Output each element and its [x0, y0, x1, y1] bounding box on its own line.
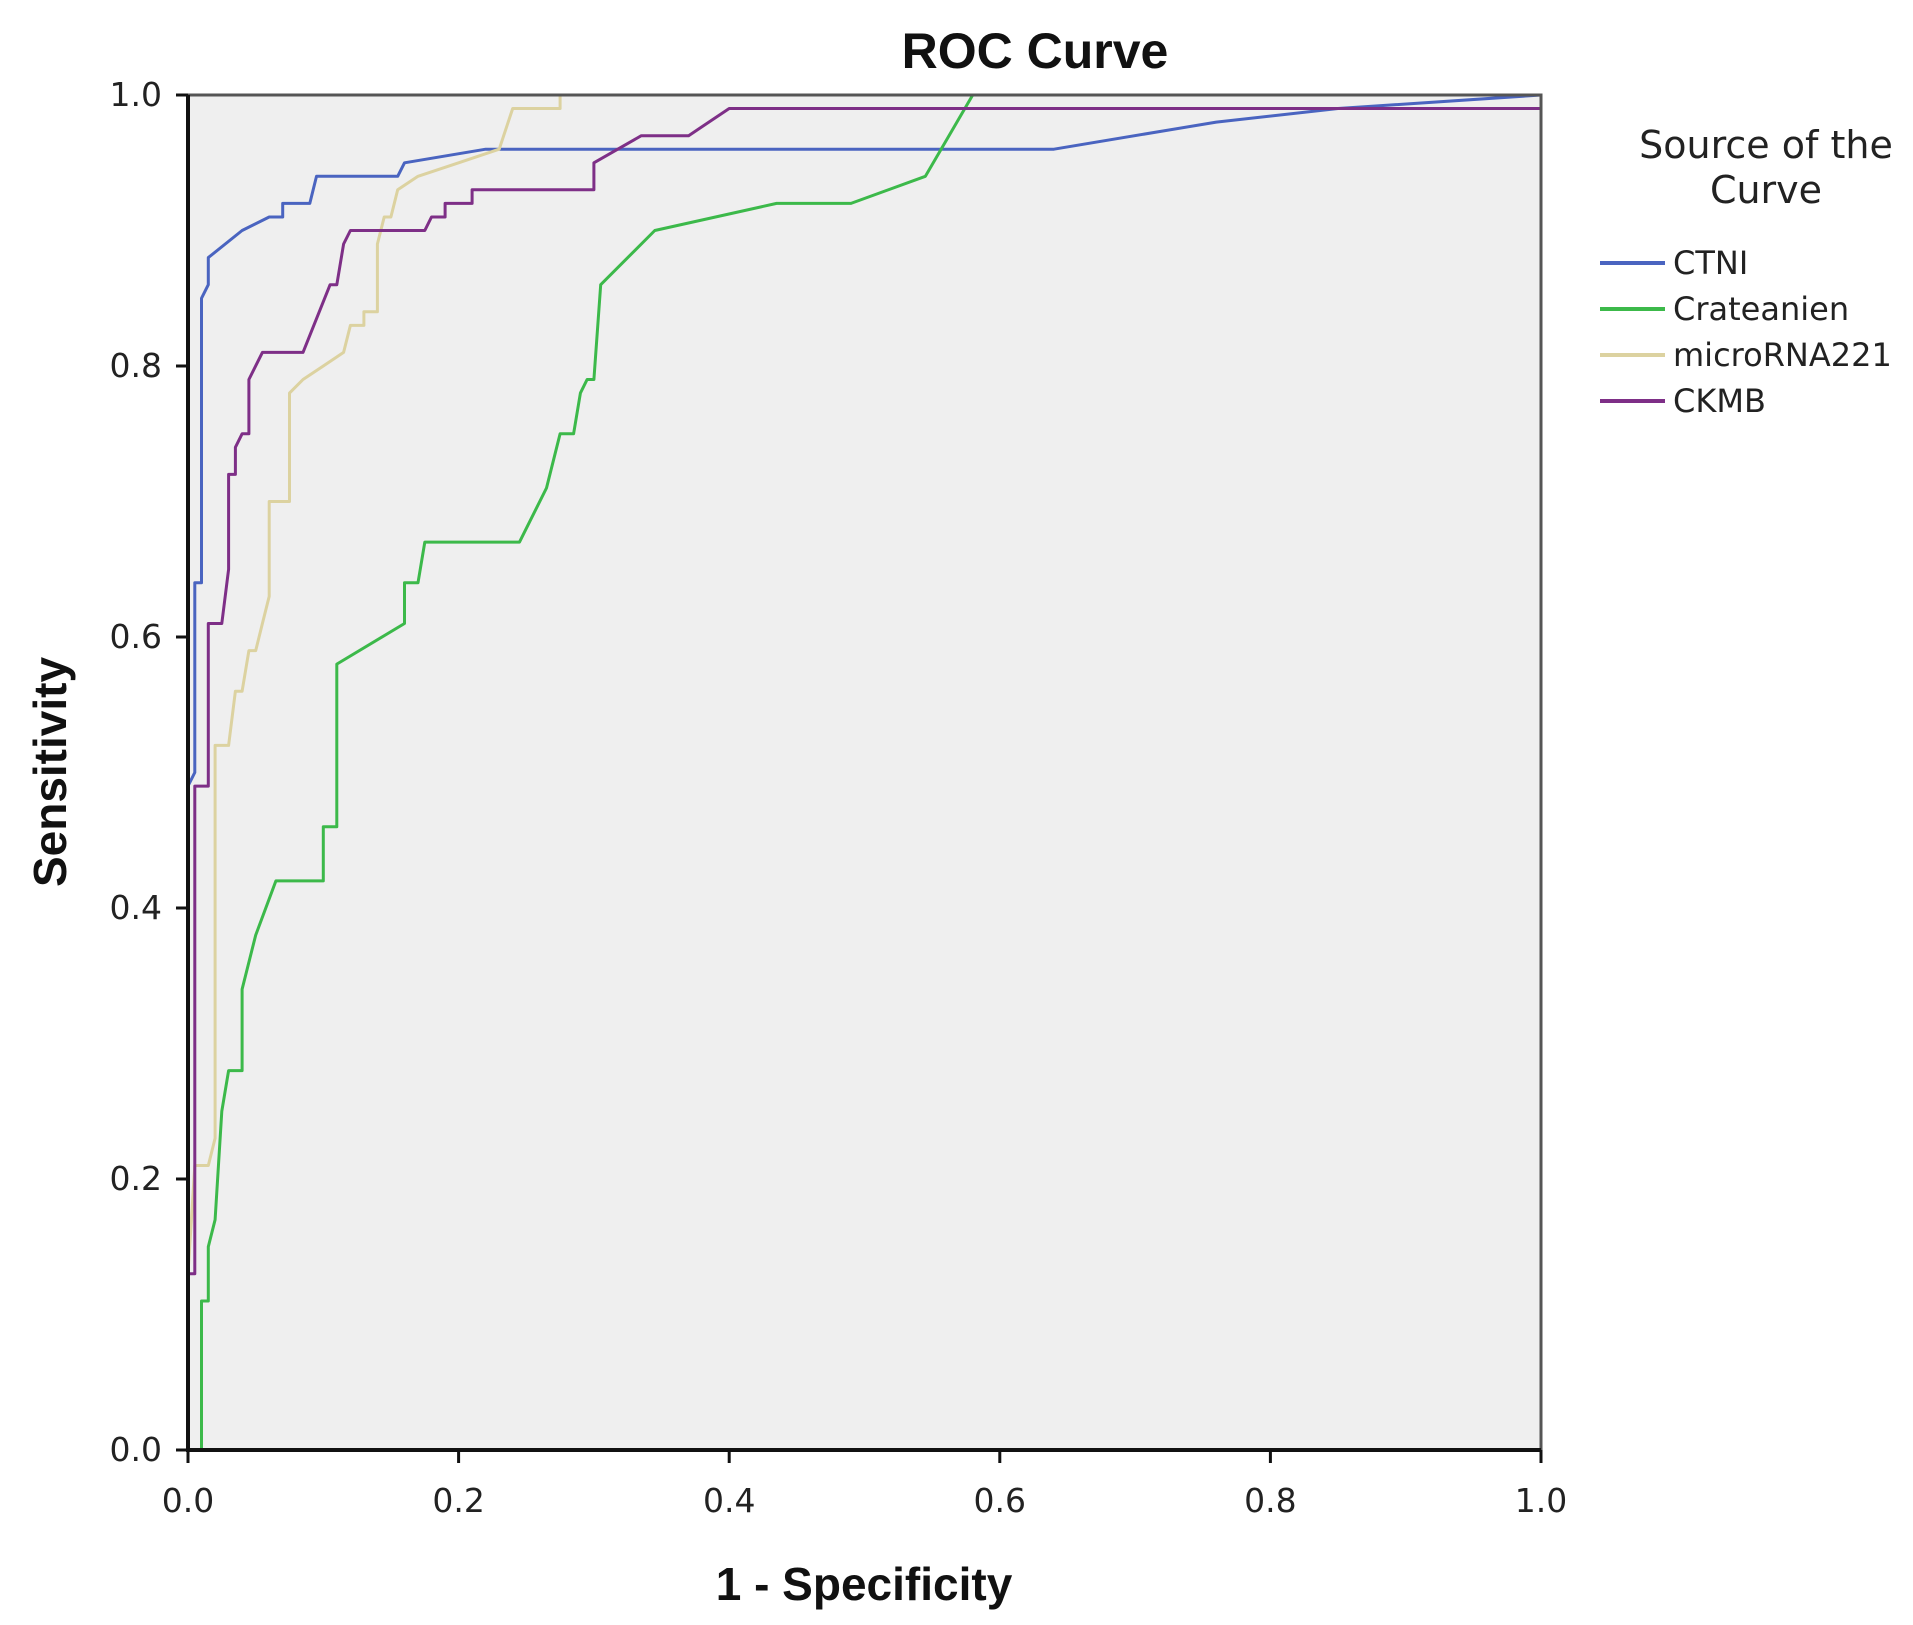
x-tick-label: 0.2: [432, 1481, 484, 1520]
legend-label-microrna221: microRNA221: [1673, 336, 1892, 374]
legend-label-ckmb: CKMB: [1673, 382, 1766, 420]
legend-title-line1: Source of the: [1639, 123, 1893, 167]
legend: Source of the Curve CTNI Crateanien microR…: [1600, 123, 1893, 420]
plot-area: [188, 95, 1541, 1450]
x-tick-label: 1.0: [1515, 1481, 1567, 1520]
series-line-crateanien: [188, 93, 1541, 1452]
series-layer: [186, 93, 1542, 1452]
legend-title-line2: Curve: [1710, 168, 1822, 212]
legend-label-crateanien: Crateanien: [1673, 290, 1849, 328]
y-tick-label: 0.8: [110, 346, 162, 385]
legend-items: CTNI Crateanien microRNA221 CKMB: [1600, 244, 1892, 420]
chart-title: ROC Curve: [902, 23, 1169, 79]
y-tick-label: 0.2: [110, 1159, 162, 1198]
x-axis-title: 1 - Specificity: [716, 1558, 1013, 1610]
y-tick-label: 0.0: [110, 1430, 162, 1469]
y-tick-label: 1.0: [110, 75, 162, 114]
series-line-ckmb: [186, 107, 1541, 1450]
y-axis-ticks: 0.0 0.2 0.4 0.6 0.8 1.0: [110, 75, 188, 1469]
legend-label-ctni: CTNI: [1673, 244, 1748, 282]
series-line-ctni: [186, 93, 1542, 1450]
series-line-microrna221: [186, 93, 1541, 1450]
x-tick-label: 0.4: [703, 1481, 755, 1520]
y-axis-title: Sensitivity: [24, 657, 76, 888]
x-tick-label: 0.8: [1244, 1481, 1296, 1520]
x-axis-ticks: 0.0 0.2 0.4 0.6 0.8 1.0: [162, 1450, 1567, 1520]
x-tick-label: 0.0: [162, 1481, 214, 1520]
x-tick-label: 0.6: [974, 1481, 1026, 1520]
y-tick-label: 0.6: [110, 617, 162, 656]
y-tick-label: 0.4: [110, 888, 162, 927]
